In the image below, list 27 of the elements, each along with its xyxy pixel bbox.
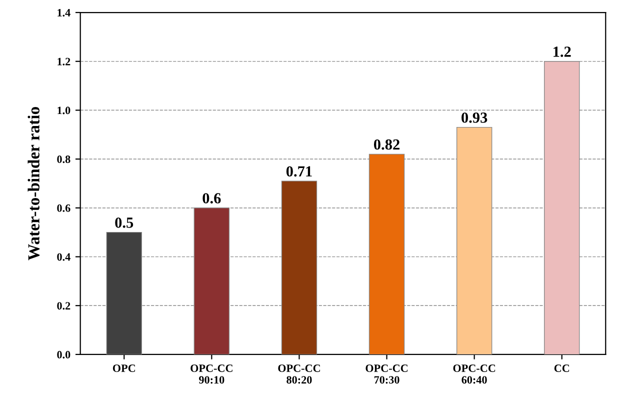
data-label: 0.93 [462, 112, 488, 123]
y-tick-label: 1.0 [58, 106, 70, 114]
data-label: 0.82 [374, 139, 400, 150]
data-label: 0.71 [286, 166, 312, 177]
bar [281, 180, 318, 354]
x-tick-label: OPC [112, 364, 135, 372]
y-axis-title: Water-to-binder ratio [28, 107, 40, 260]
bar [456, 126, 492, 354]
bar [106, 232, 142, 354]
data-label: 1.2 [554, 46, 571, 57]
y-tick-label: 1.2 [58, 58, 70, 66]
bar [368, 154, 405, 354]
x-tick-label: OPC-CC 80:20 [278, 364, 320, 384]
bar [194, 208, 230, 354]
x-tick-label: OPC-CC 60:40 [453, 364, 496, 384]
x-tick-label: OPC-CC 90:10 [190, 364, 232, 384]
y-tick-label: 0.8 [57, 156, 70, 164]
data-label: 0.5 [115, 218, 134, 228]
y-tick-label: 0.6 [57, 204, 70, 212]
y-tick-label: 0.2 [57, 302, 70, 310]
y-tick-label: 0.0 [57, 350, 70, 358]
x-tick-label: CC [554, 364, 570, 372]
y-tick-label: 0.4 [57, 253, 70, 261]
bar [544, 61, 580, 354]
data-label: 0.6 [202, 193, 221, 204]
x-tick-label: OPC-CC 70:30 [366, 364, 408, 384]
y-tick-label: 1.4 [58, 9, 70, 17]
